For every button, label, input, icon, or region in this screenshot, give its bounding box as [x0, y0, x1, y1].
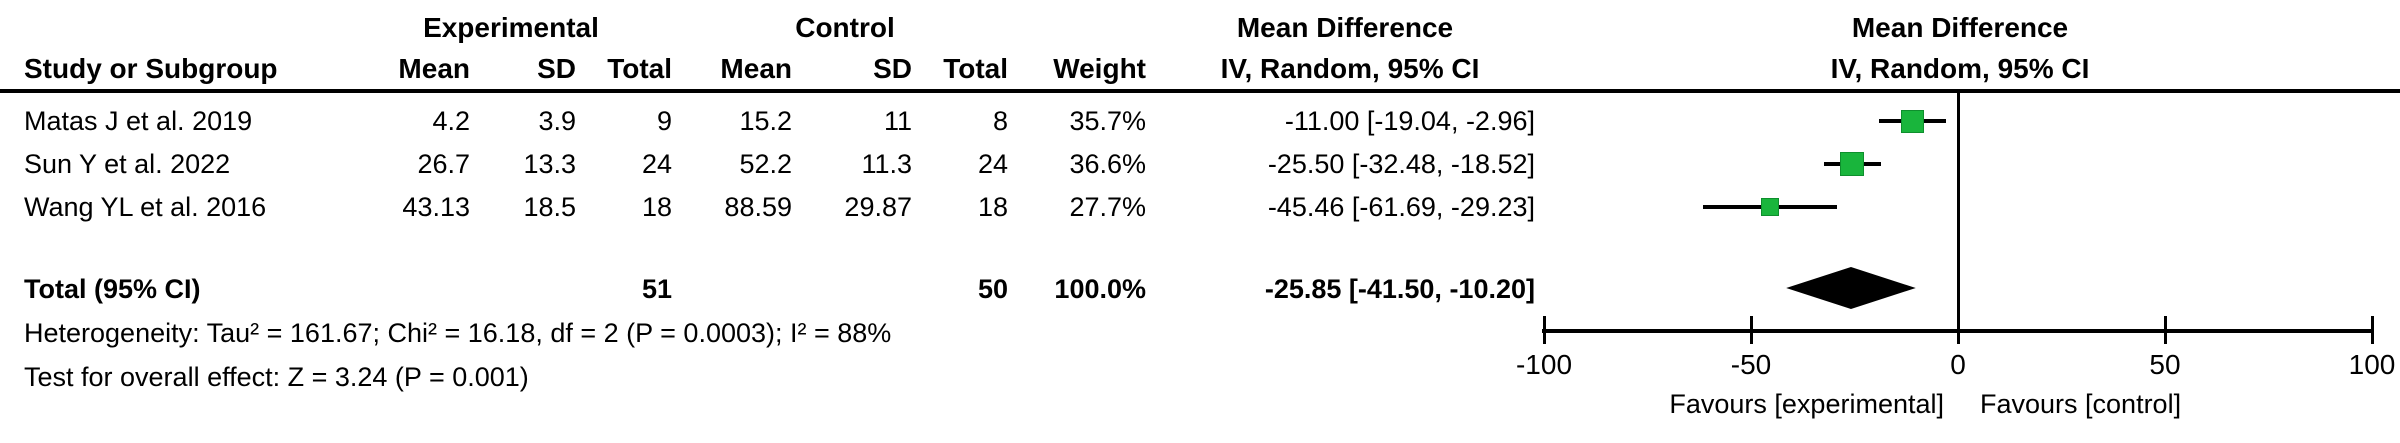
exp-sd-value: 13.3 [523, 149, 576, 179]
effect-square [1760, 198, 1779, 216]
ctl-sd-value: 29.87 [844, 192, 912, 222]
effect-square [1840, 152, 1865, 176]
study-row: Wang YL et al. 2016 43.13 18.5 18 88.59 … [0, 186, 2400, 229]
exp-mean-value: 43.13 [402, 192, 470, 222]
axis-tick [1956, 316, 1960, 344]
total-ci-text: -25.85 [-41.50, -10.20] [1264, 274, 1535, 304]
ctl-total-value: 18 [977, 192, 1008, 222]
overall-effect-note: Test for overall effect: Z = 3.24 (P = 0… [24, 362, 529, 392]
ctl-mean-value: 52.2 [739, 149, 792, 179]
study-row: Matas J et al. 2019 4.2 3.9 9 15.2 11 8 … [0, 100, 2400, 143]
col-header-ctl-total: Total [943, 53, 1008, 84]
axis-tick [1749, 316, 1753, 344]
zero-effect-line [1956, 93, 1960, 344]
col-header-method-plot: IV, Random, 95% CI [1830, 53, 2090, 84]
experimental-group-header: Experimental [423, 12, 599, 43]
header-row-groups: Experimental Control Mean Difference Mea… [0, 6, 2400, 49]
header-row-columns: Study or Subgroup Mean SD Total Mean SD … [0, 47, 2400, 90]
exp-total-value: 24 [641, 149, 672, 179]
axis-tick [2163, 316, 2167, 344]
weight-value: 35.7% [1069, 106, 1146, 136]
total-label: Total (95% CI) [24, 274, 201, 304]
col-header-ctl-mean: Mean [720, 53, 792, 84]
favours-left-label: Favours [experimental] [1669, 389, 1944, 419]
effect-square [1900, 109, 1924, 133]
study-name: Wang YL et al. 2016 [24, 192, 267, 222]
ci-text: -25.50 [-32.48, -18.52] [1267, 149, 1535, 179]
axis-tick-label: -50 [1730, 349, 1772, 380]
axis-tick-label: 50 [2149, 349, 2181, 380]
control-group-header: Control [795, 12, 895, 43]
header-underline [0, 89, 2400, 93]
axis-tick-label: 0 [1950, 349, 1966, 380]
col-header-exp-total: Total [607, 53, 672, 84]
total-weight: 100.0% [1054, 274, 1146, 304]
study-name: Sun Y et al. 2022 [24, 149, 231, 179]
weight-value: 27.7% [1069, 192, 1146, 222]
exp-mean-value: 4.2 [432, 106, 470, 136]
col-header-ctl-sd: SD [873, 53, 912, 84]
exp-total-value: 9 [656, 106, 672, 136]
total-ctl-total: 50 [977, 274, 1008, 304]
ctl-total-value: 8 [992, 106, 1008, 136]
ctl-total-value: 24 [977, 149, 1008, 179]
axis-tick-label: -100 [1515, 349, 1573, 380]
col-header-weight: Weight [1053, 53, 1146, 84]
col-header-exp-mean: Mean [398, 53, 470, 84]
weight-value: 36.6% [1069, 149, 1146, 179]
mean-difference-header-table: Mean Difference [1236, 12, 1454, 43]
mean-difference-header-plot: Mean Difference [1851, 12, 2069, 43]
col-header-exp-sd: SD [537, 53, 576, 84]
ctl-sd-value: 11 [883, 106, 912, 136]
exp-sd-value: 3.9 [538, 106, 576, 136]
study-name: Matas J et al. 2019 [24, 106, 253, 136]
heterogeneity-note: Heterogeneity: Tau² = 161.67; Chi² = 16.… [24, 318, 892, 348]
ci-text: -45.46 [-61.69, -29.23] [1267, 192, 1535, 222]
total-row: Total (95% CI) 51 50 100.0% -25.85 [-41.… [0, 268, 2400, 311]
total-exp-total: 51 [641, 274, 672, 304]
ctl-sd-value: 11.3 [861, 149, 912, 179]
ci-text: -11.00 [-19.04, -2.96] [1284, 106, 1535, 136]
ctl-mean-value: 15.2 [739, 106, 792, 136]
study-row: Sun Y et al. 2022 26.7 13.3 24 52.2 11.3… [0, 143, 2400, 186]
col-header-method-table: IV, Random, 95% CI [1220, 53, 1480, 84]
exp-total-value: 18 [641, 192, 672, 222]
col-header-study: Study or Subgroup [24, 53, 278, 84]
exp-mean-value: 26.7 [417, 149, 470, 179]
axis-tick [1542, 316, 1546, 344]
favours-right-label: Favours [control] [1980, 389, 2182, 419]
ctl-mean-value: 88.59 [724, 192, 792, 222]
axis-tick [2370, 316, 2374, 344]
axis-tick-label: 100 [2348, 349, 2396, 380]
exp-sd-value: 18.5 [523, 192, 576, 222]
